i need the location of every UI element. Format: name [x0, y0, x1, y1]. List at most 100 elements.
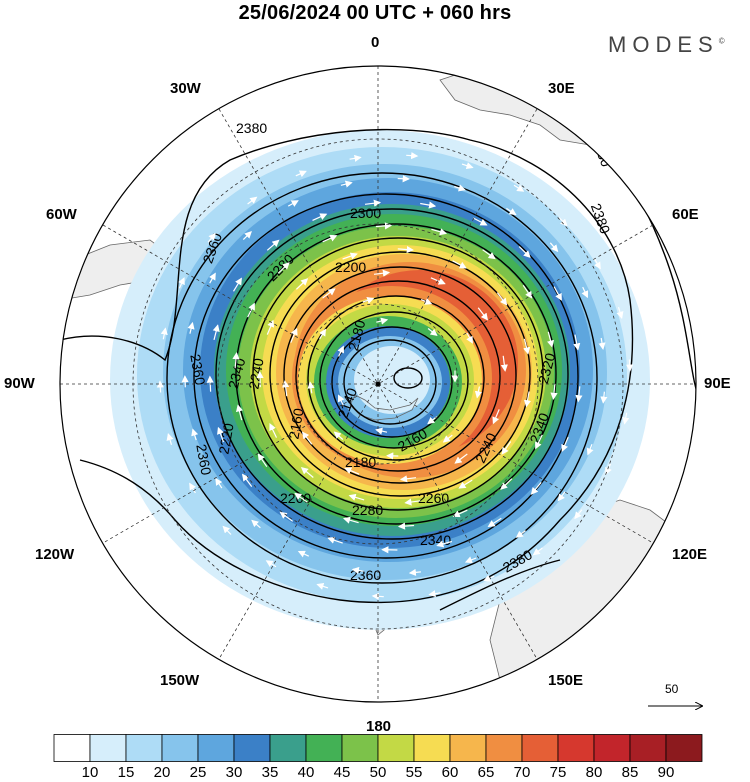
wind-vector-arrow	[561, 436, 569, 453]
wind-vector-arrow	[550, 383, 558, 400]
contour-label: 2280	[352, 502, 383, 518]
colorbar-tick-label: 85	[621, 764, 639, 781]
wind-vector-arrow	[266, 319, 275, 335]
wind-vector-arrow	[420, 201, 437, 209]
wind-vector-arrow	[461, 162, 474, 170]
wind-vector-arrow	[477, 307, 489, 321]
wind-vector-arrow	[265, 560, 277, 568]
wind-vector-arrow	[626, 359, 634, 372]
wind-vector-arrow	[506, 207, 517, 216]
wind-vector-arrow	[256, 370, 264, 388]
contour-2300	[235, 223, 557, 525]
wind-vector-arrow	[428, 590, 441, 598]
wind-vector-arrow	[598, 337, 606, 350]
wind-vector-arrow	[166, 433, 174, 445]
colorbar-cell	[161, 734, 199, 762]
colorbar	[53, 734, 703, 762]
wind-vector-arrow	[257, 453, 268, 468]
wind-vector-arrow	[266, 239, 280, 251]
colorbar-cells	[53, 734, 703, 762]
contour-2360	[166, 172, 598, 584]
wind-vector-arrow	[431, 228, 448, 236]
wind-vector-arrow	[454, 184, 466, 192]
wind-vector-arrow	[294, 492, 308, 503]
contour-label: 2240	[245, 357, 266, 391]
contour-label: 2380	[236, 120, 267, 136]
longitude-label-60e: 60E	[672, 206, 699, 223]
wind-vector-arrow	[241, 473, 253, 487]
shade-inner-15	[354, 346, 430, 414]
wind-vector-arrow	[474, 386, 482, 399]
colorbar-cell	[485, 734, 523, 762]
wind-vector-arrow	[622, 412, 630, 425]
wind-vector-arrow	[342, 516, 359, 524]
colorbar-tick-label: 90	[657, 764, 675, 781]
wind-vector-arrow	[191, 428, 199, 441]
wind-vector-arrow	[215, 477, 223, 489]
wind-vector-arrow	[212, 324, 220, 341]
colorbar-cell	[377, 734, 415, 762]
wind-vector-arrow	[575, 386, 583, 403]
meridian-line	[102, 224, 654, 544]
wind-vector-arrow	[397, 175, 410, 183]
meridian-line	[102, 224, 654, 544]
contour-2380-south	[439, 559, 561, 611]
wind-vector-arrow	[487, 517, 502, 528]
wind-vector-arrow	[483, 574, 495, 582]
colorbar-tick-label: 65	[477, 764, 495, 781]
wind-vector-arrow	[373, 269, 391, 277]
longitude-label-120w: 120W	[35, 546, 75, 563]
wind-vector-arrow	[549, 242, 559, 253]
contour-label: 2200	[335, 259, 366, 275]
wind-vector-arrow	[466, 332, 473, 344]
wind-vector-arrow	[232, 352, 240, 369]
colorbar-tick-label: 10	[81, 764, 99, 781]
wind-vector-arrow	[337, 394, 345, 406]
wind-vector-arrow	[301, 431, 313, 445]
wind-vector-arrow	[376, 317, 389, 325]
wind-vector-arrow	[558, 217, 568, 227]
wind-vector-arrow	[242, 231, 252, 241]
wind-vector-arrow	[340, 180, 353, 188]
contour-2340	[193, 193, 579, 559]
contour-label: 2340	[420, 532, 451, 548]
contour-label: 2180	[345, 454, 376, 470]
wind-vector-arrow	[616, 307, 624, 319]
contour-2140	[343, 339, 437, 425]
wind-vector-arrow	[344, 467, 360, 475]
wind-vector-arrow	[523, 391, 532, 408]
wind-vector-arrow	[547, 331, 555, 348]
colorbar-tick-label: 80	[585, 764, 603, 781]
south-pole-dot	[375, 381, 381, 387]
contour-label: 2160	[285, 407, 306, 441]
wind-vector-arrow	[247, 196, 258, 205]
colorbar-cell	[305, 734, 343, 762]
colorbar-tick-label: 20	[153, 764, 171, 781]
contour-label: 2260	[280, 490, 311, 506]
wind-vector-arrow	[222, 525, 232, 535]
wind-vector-arrow	[553, 286, 562, 301]
colorbar-cell	[341, 734, 379, 762]
contour-label: 2320	[535, 351, 559, 385]
wind-vector-arrow	[397, 245, 414, 254]
wind-vector-arrow	[156, 380, 164, 393]
wind-vector-arrow	[530, 482, 542, 495]
colorbar-cell	[449, 734, 487, 762]
contour-2200	[307, 295, 485, 461]
colorbar-tick-label: 70	[513, 764, 531, 781]
colorbar-cell	[629, 734, 667, 762]
contour-2220	[295, 280, 501, 472]
longitude-label-60w: 60W	[46, 206, 77, 223]
wind-vector-arrow	[187, 321, 195, 334]
brand-logo: MODES©	[608, 32, 725, 58]
wind-vector-arrow	[287, 200, 299, 207]
wind-vector-arrow	[189, 482, 196, 494]
longitude-label-120e: 120E	[672, 546, 708, 563]
colorbar-cell	[89, 734, 127, 762]
wind-vector-arrow	[300, 467, 314, 478]
latitude-circle	[217, 223, 539, 545]
wind-vector-arrow	[482, 249, 496, 260]
wind-vector-arrow	[282, 380, 290, 397]
wind-vector-arrow	[290, 327, 298, 343]
contour-label: 2340	[225, 356, 249, 390]
